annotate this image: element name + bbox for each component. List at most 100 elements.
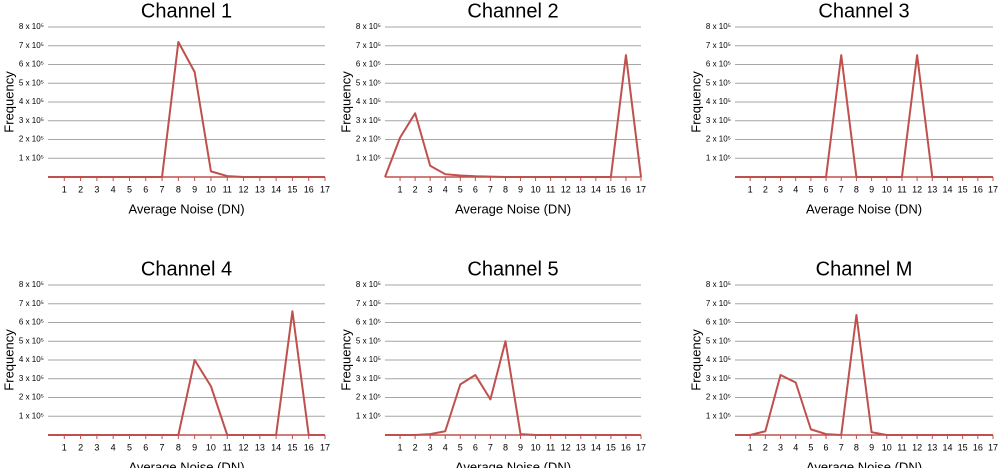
y-tick-label: 8 x 10⁵ [19,280,44,289]
x-tick-label: 16 [304,184,314,194]
data-line [48,41,325,178]
y-tick-label: 2 x 10⁵ [706,393,731,402]
x-tick-label: 17 [988,184,998,194]
x-tick-label: 9 [518,184,523,194]
x-tick-label: 13 [576,442,586,452]
x-tick-label: 16 [621,184,631,194]
y-tick-label: 4 x 10⁵ [356,97,381,106]
y-tick-label: 6 x 10⁵ [356,318,381,327]
y-tick-label: 7 x 10⁵ [19,299,44,308]
y-tick-label: 8 x 10⁵ [19,22,44,31]
subplot: Channel 1 1 x 10⁵ 2 x 10⁵ 3 x 10⁵ 4 x 10⁵ 5 x… [1,0,330,216]
y-tick-label: 5 x 10⁵ [19,78,44,87]
y-axis-label: Frequency [1,329,16,391]
x-tick-label: 17 [636,442,646,452]
y-tick-label: 4 x 10⁵ [706,355,731,364]
y-tick-label: 4 x 10⁵ [19,97,44,106]
x-tick-label: 12 [912,184,922,194]
y-tick-label: 5 x 10⁵ [356,336,381,345]
y-tick-label: 7 x 10⁵ [706,41,731,50]
x-tick-label: 5 [127,184,132,194]
y-tick-label: 2 x 10⁵ [19,393,44,402]
x-tick-label: 8 [854,184,859,194]
x-tick-label: 15 [287,184,297,194]
x-tick-label: 4 [443,442,448,452]
x-tick-label: 8 [503,184,508,194]
y-axis-label: Frequency [688,71,703,133]
y-axis-label: Frequency [1,71,16,133]
subplot-title: Channel M [816,258,913,280]
y-tick-label: 5 x 10⁵ [356,78,381,87]
x-tick-label: 10 [531,442,541,452]
x-tick-label: 9 [869,442,874,452]
x-tick-label: 11 [546,442,555,452]
x-tick-label: 15 [287,442,297,452]
x-tick-label: 4 [111,184,116,194]
subplot-title: Channel 3 [818,0,909,22]
x-tick-label: 7 [488,184,493,194]
x-tick-label: 12 [912,442,922,452]
x-axis-label: Average Noise (DN) [806,201,922,216]
data-line [384,54,642,178]
y-tick-label: 6 x 10⁵ [706,60,731,69]
subplot-title: Channel 2 [467,0,558,22]
x-axis-label: Average Noise (DN) [128,459,244,468]
x-axis-label: Average Noise (DN) [455,459,571,468]
x-tick-label: 17 [636,184,646,194]
y-tick-label: 3 x 10⁵ [356,116,381,125]
x-tick-label: 7 [839,442,844,452]
x-tick-label: 3 [778,442,783,452]
x-tick-label: 16 [973,442,983,452]
x-tick-label: 7 [488,442,493,452]
x-tick-label: 13 [576,184,586,194]
x-tick-label: 10 [206,184,216,194]
x-tick-label: 4 [111,442,116,452]
y-tick-label: 6 x 10⁵ [19,318,44,327]
y-tick-label: 2 x 10⁵ [356,135,381,144]
x-tick-label: 11 [223,184,232,194]
x-tick-label: 2 [78,442,83,452]
x-tick-label: 15 [958,442,968,452]
x-tick-label: 2 [78,184,83,194]
x-tick-label: 17 [320,184,330,194]
x-tick-label: 3 [778,184,783,194]
x-tick-label: 1 [398,184,403,194]
x-tick-label: 6 [473,442,478,452]
x-tick-label: 12 [561,184,571,194]
y-tick-label: 3 x 10⁵ [356,374,381,383]
x-tick-label: 2 [413,184,418,194]
subplot: Channel 2 1 x 10⁵ 2 x 10⁵ 3 x 10⁵ 4 x 10⁵ 5 x… [338,0,646,216]
x-tick-label: 11 [897,184,906,194]
x-tick-label: 13 [255,184,265,194]
x-tick-label: 5 [808,442,813,452]
x-tick-label: 12 [239,184,249,194]
x-tick-label: 2 [763,184,768,194]
x-tick-label: 10 [882,442,892,452]
y-tick-label: 3 x 10⁵ [706,116,731,125]
x-tick-label: 2 [413,442,418,452]
y-tick-label: 8 x 10⁵ [356,22,381,31]
y-tick-label: 7 x 10⁵ [356,41,381,50]
x-axis-label: Average Noise (DN) [455,201,571,216]
x-tick-label: 10 [531,184,541,194]
x-tick-label: 8 [503,442,508,452]
x-tick-label: 15 [958,184,968,194]
data-line [385,340,641,436]
subplot: Channel 5 1 x 10⁵ 2 x 10⁵ 3 x 10⁵ 4 x 10⁵ 5 x… [338,258,646,468]
x-tick-label: 5 [458,442,463,452]
x-tick-label: 3 [428,184,433,194]
x-tick-label: 6 [824,442,829,452]
x-tick-label: 9 [518,442,523,452]
x-tick-label: 3 [94,442,99,452]
x-tick-label: 9 [192,442,197,452]
subplot: Channel 3 1 x 10⁵ 2 x 10⁵ 3 x 10⁵ 4 x 10⁵ 5 x… [688,0,998,216]
y-tick-label: 2 x 10⁵ [356,393,381,402]
y-tick-label: 5 x 10⁵ [706,78,731,87]
x-tick-label: 11 [546,184,555,194]
x-tick-label: 4 [793,442,798,452]
y-tick-label: 5 x 10⁵ [706,336,731,345]
x-tick-label: 17 [988,442,998,452]
x-tick-label: 9 [869,184,874,194]
x-tick-label: 5 [458,184,463,194]
x-tick-label: 12 [561,442,571,452]
